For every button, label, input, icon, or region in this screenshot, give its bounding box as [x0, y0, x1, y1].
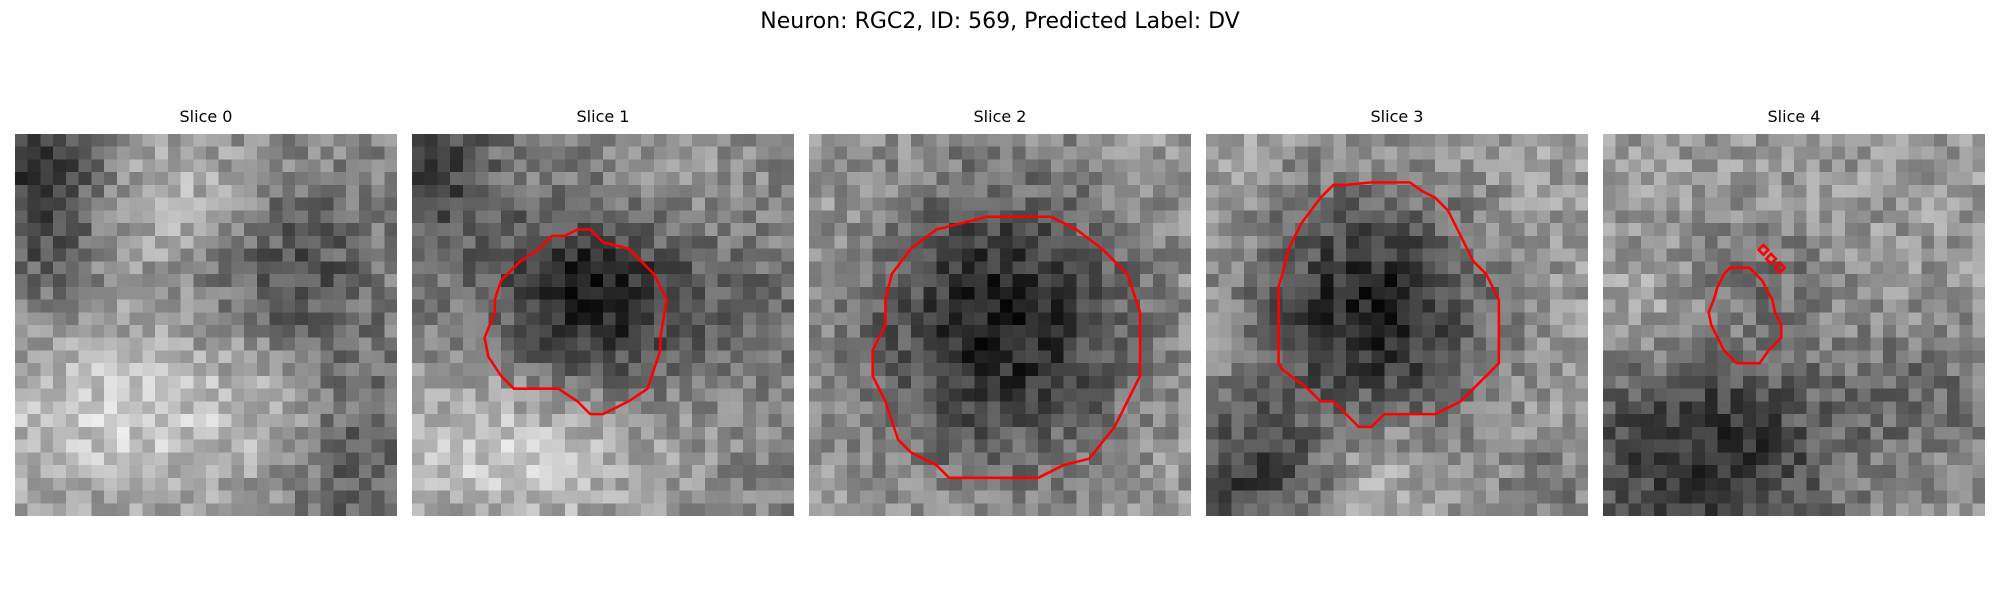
- slice-title: Slice 3: [1206, 106, 1588, 128]
- slice-title: Slice 1: [412, 106, 794, 128]
- slice-title: Slice 0: [15, 106, 397, 128]
- slice-image: [809, 134, 1191, 516]
- pixel-grid: [809, 134, 1191, 516]
- slice-image: [1603, 134, 1985, 516]
- pixel-grid: [412, 134, 794, 516]
- pixel-grid: [1206, 134, 1588, 516]
- pixel-grid: [1603, 134, 1985, 516]
- slice-image: [412, 134, 794, 516]
- figure-title: Neuron: RGC2, ID: 569, Predicted Label: …: [0, 6, 2000, 38]
- slice-image: [15, 134, 397, 516]
- pixel-grid: [15, 134, 397, 516]
- slice-title: Slice 2: [809, 106, 1191, 128]
- slice-image: [1206, 134, 1588, 516]
- slice-title: Slice 4: [1603, 106, 1985, 128]
